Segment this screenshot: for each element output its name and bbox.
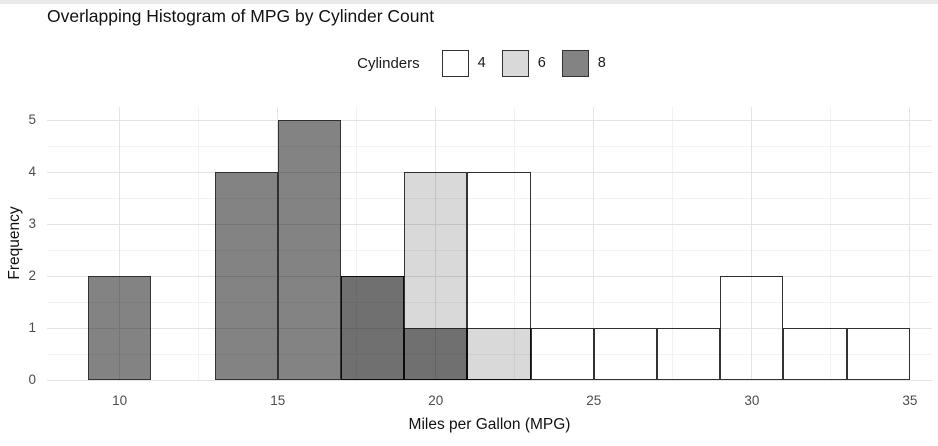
legend-swatch-6 <box>501 49 529 77</box>
legend-swatch-4 <box>441 49 469 77</box>
y-tick-label: 5 <box>28 112 36 127</box>
histogram-bar-8cyl-15-17 <box>277 120 341 380</box>
y-tick-label: 3 <box>28 216 36 231</box>
histogram-bar-6cyl-21-23 <box>467 328 531 380</box>
gridline-major-x <box>909 107 911 380</box>
window-top-strip <box>0 0 938 4</box>
x-axis-title: Miles per Gallon (MPG) <box>408 416 571 433</box>
gridline-major-y <box>47 119 932 121</box>
legend-title: Cylinders <box>357 54 420 72</box>
x-tick-label: 10 <box>112 393 128 408</box>
legend-entry-4: 4 <box>441 49 486 77</box>
gridline-minor-x <box>672 107 674 380</box>
legend-label-8: 8 <box>597 55 606 71</box>
gridline-minor-y <box>47 145 932 147</box>
gridline-minor-x <box>356 107 358 380</box>
histogram-bar-4cyl-31-33 <box>783 328 847 380</box>
histogram-bar-4cyl-33-35 <box>846 328 910 380</box>
x-tick-label: 15 <box>270 393 286 408</box>
histogram-bar-8cyl-17-19 <box>340 276 405 380</box>
y-axis-title: Frequency <box>6 206 23 280</box>
gridline-minor-x <box>198 107 200 380</box>
gridline-major-x <box>119 107 121 380</box>
gridline-major-y <box>47 379 932 381</box>
histogram-bar-4cyl-29-31 <box>720 276 784 380</box>
legend-entry-8: 8 <box>561 49 606 77</box>
histogram-bar-4cyl-27-29 <box>657 328 721 380</box>
x-tick-label: 25 <box>586 393 602 408</box>
histogram-bar-8cyl-9-11 <box>88 276 152 380</box>
legend-label-4: 4 <box>477 55 486 71</box>
y-tick-label: 2 <box>28 268 36 283</box>
y-tick-label: 1 <box>28 320 36 335</box>
histogram-bar-8cyl-19-21 <box>404 328 468 380</box>
x-tick-label: 35 <box>902 393 918 408</box>
y-tick-label: 4 <box>28 164 36 179</box>
y-tick-label: 0 <box>28 372 36 387</box>
gridline-major-x <box>751 107 753 380</box>
gridline-major-x <box>593 107 595 380</box>
x-tick-label: 20 <box>428 393 444 408</box>
legend: Cylinders 4 6 8 <box>47 48 932 78</box>
legend-label-6: 6 <box>537 55 546 71</box>
histogram-bar-8cyl-13-15 <box>214 172 278 380</box>
legend-swatch-8 <box>561 49 589 77</box>
gridline-minor-x <box>830 107 832 380</box>
plot-panel <box>47 107 932 381</box>
legend-entries: 4 6 8 <box>441 49 622 77</box>
legend-entry-6: 6 <box>501 49 546 77</box>
x-tick-label: 30 <box>744 393 760 408</box>
histogram-bar-4cyl-25-27 <box>593 328 657 380</box>
histogram-bar-4cyl-23-25 <box>530 328 594 380</box>
chart-title: Overlapping Histogram of MPG by Cylinder… <box>47 6 435 26</box>
